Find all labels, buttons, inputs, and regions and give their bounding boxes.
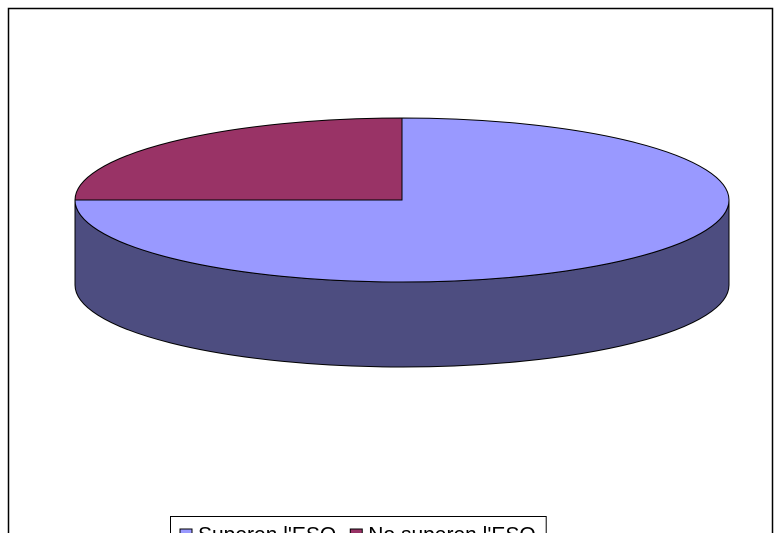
slice bbox=[74, 117, 730, 283]
legend-swatch bbox=[179, 528, 193, 533]
legend-swatch bbox=[349, 528, 363, 533]
legend-box bbox=[170, 516, 547, 533]
slice bbox=[74, 117, 403, 201]
legend-label: Superen l'ESO bbox=[198, 524, 336, 533]
legend-label: No superen l'ESO bbox=[368, 524, 535, 533]
